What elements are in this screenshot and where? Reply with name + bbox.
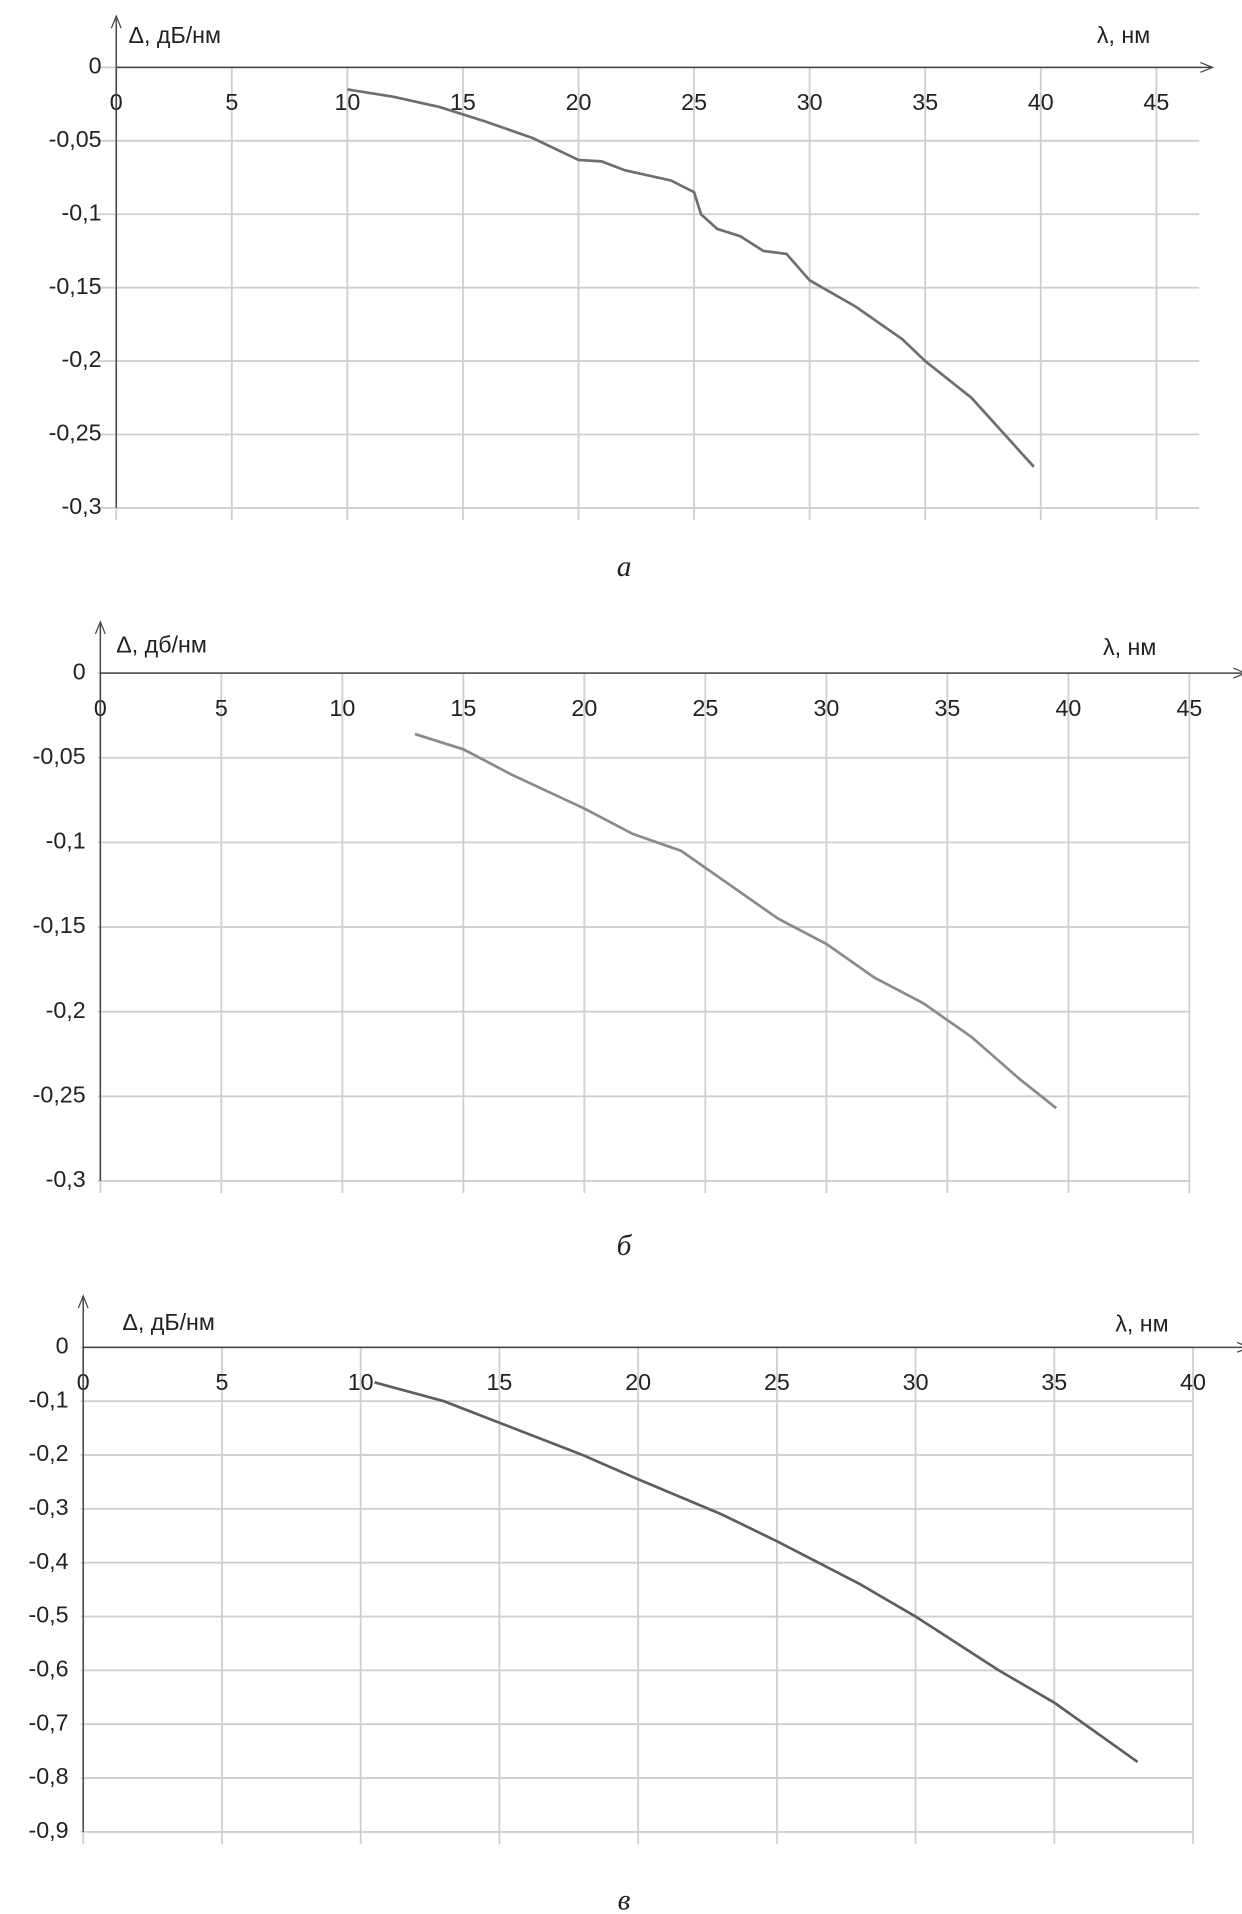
y-tick-label: -0,4 <box>28 1548 68 1574</box>
data-line <box>374 1381 1139 1764</box>
x-tick-label: 5 <box>215 1369 228 1395</box>
x-tick-label: 20 <box>571 695 597 721</box>
x-tick-label: 10 <box>329 695 355 721</box>
x-tick-label: 20 <box>566 89 592 115</box>
y-arrow <box>110 14 122 29</box>
x-tick-label: 25 <box>764 1369 790 1395</box>
x-axis-label: λ, нм <box>1097 22 1150 48</box>
x-arrow <box>1236 1341 1242 1353</box>
y-axis-label: Δ, дБ/нм <box>128 22 221 48</box>
x-tick-label: 10 <box>334 89 360 115</box>
y-tick-label: -0,05 <box>33 743 86 769</box>
y-tick-label: -0,3 <box>62 493 102 519</box>
caption: б <box>617 1230 633 1262</box>
data-line <box>347 88 1035 468</box>
y-arrow <box>77 1294 89 1309</box>
y-tick-label: -0,2 <box>46 997 86 1023</box>
x-tick-label: 30 <box>797 89 823 115</box>
y-tick-label: -0,2 <box>62 346 102 372</box>
x-tick-label: 30 <box>903 1369 929 1395</box>
x-tick-label: 20 <box>625 1369 651 1395</box>
y-tick-label: -0,1 <box>46 828 86 854</box>
x-tick-label: 15 <box>450 695 476 721</box>
caption: а <box>617 551 632 583</box>
x-tick-label: 35 <box>934 695 960 721</box>
x-tick-label: 5 <box>215 695 228 721</box>
caption: в <box>618 1885 631 1914</box>
y-tick-label: 0 <box>73 658 86 684</box>
x-tick-label: 35 <box>1041 1369 1067 1395</box>
y-tick-label: -0,2 <box>28 1440 68 1466</box>
x-tick-label: 30 <box>813 695 839 721</box>
y-tick-label: 0 <box>89 53 102 79</box>
y-tick-label: -0,3 <box>46 1166 86 1192</box>
data-line <box>414 732 1058 1110</box>
x-axis-label: λ, нм <box>1115 1310 1168 1336</box>
x-tick-label: 25 <box>692 695 718 721</box>
y-tick-label: -0,7 <box>28 1709 68 1735</box>
x-arrow <box>1200 61 1215 73</box>
x-tick-label: 25 <box>681 89 707 115</box>
y-tick-label: -0,1 <box>62 199 102 225</box>
y-tick-label: -0,1 <box>28 1386 68 1412</box>
y-tick-label: -0,25 <box>49 420 102 446</box>
x-tick-label: 10 <box>348 1369 374 1395</box>
y-tick-label: -0,25 <box>33 1081 86 1107</box>
y-tick-label: 0 <box>56 1332 69 1358</box>
y-axis-label: Δ, дб/нм <box>116 631 207 657</box>
y-tick-label: -0,6 <box>28 1656 68 1682</box>
y-tick-label: -0,8 <box>28 1763 68 1789</box>
x-tick-label: 45 <box>1143 89 1169 115</box>
y-tick-label: -0,5 <box>28 1602 68 1628</box>
y-tick-label: -0,15 <box>49 273 102 299</box>
x-tick-label: 45 <box>1176 695 1202 721</box>
x-tick-label: 15 <box>486 1369 512 1395</box>
y-axis-label: Δ, дБ/нм <box>122 1309 215 1335</box>
x-tick-label: 40 <box>1055 695 1081 721</box>
y-tick-label: -0,15 <box>33 912 86 938</box>
x-arrow <box>1233 667 1242 679</box>
y-tick-label: -0,05 <box>49 126 102 152</box>
y-arrow <box>94 620 106 635</box>
x-tick-label: 40 <box>1028 89 1054 115</box>
x-tick-label: 5 <box>225 89 238 115</box>
x-tick-label: 40 <box>1180 1369 1206 1395</box>
y-tick-label: -0,9 <box>28 1817 68 1843</box>
x-tick-label: 35 <box>912 89 938 115</box>
x-axis-label: λ, нм <box>1103 634 1156 660</box>
y-tick-label: -0,3 <box>28 1494 68 1520</box>
